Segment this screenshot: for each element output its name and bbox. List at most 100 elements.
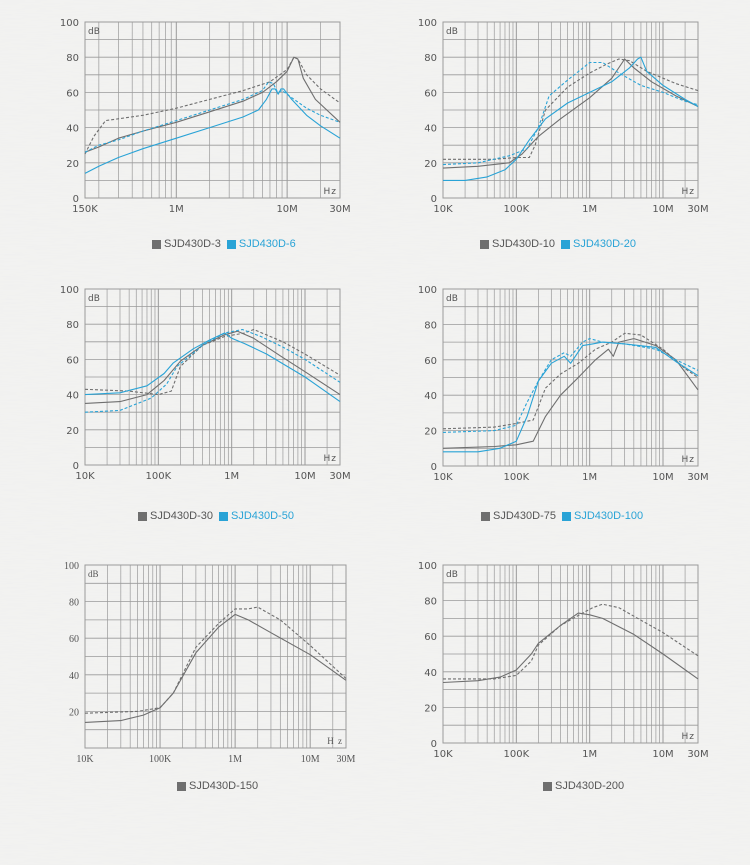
legend-swatch — [543, 781, 552, 791]
y-tick-label: 20 — [424, 159, 437, 170]
x-tick-label: 30M — [687, 472, 708, 483]
y-tick-label: 0 — [73, 194, 79, 205]
x-tick-label: 10M — [652, 204, 673, 215]
series-line-1 — [442, 338, 699, 449]
x-tick-label: 150K — [72, 204, 98, 215]
chart-3: 0 20 40 60 80 100 10K 100K 1M 10M 30M dB Hz — [60, 285, 351, 482]
y-tick-label: 0 — [431, 739, 437, 750]
series-line-1 — [84, 330, 341, 404]
series-line-4 — [84, 328, 341, 413]
x-tick-label: 1M — [228, 754, 242, 765]
chart-5: 20 40 60 80 100 10K 100K 1M 10M 30M dB H z — [64, 561, 356, 765]
y-tick-label: 60 — [424, 88, 437, 99]
x-tick-label: 1M — [169, 204, 184, 215]
x-tick-label: 10M — [276, 204, 297, 215]
x-tick-label: 30M — [329, 471, 350, 482]
x-tick-label: 100K — [504, 204, 530, 215]
x-tick-label: 10K — [76, 754, 94, 765]
y-tick-label: 80 — [66, 53, 79, 64]
legend-swatch — [152, 239, 161, 249]
x-tick-label: 30M — [687, 204, 708, 215]
x-tick-label: 10K — [75, 471, 95, 482]
legend-label: SJD430D-6 — [238, 238, 296, 250]
legend-label: SJD430D-200 — [555, 780, 625, 792]
chart-4: 0 20 40 60 80 100 10K 100K 1M 10M 30M dB Hz — [418, 285, 709, 483]
legend-item: SJD430D-50 — [218, 510, 294, 522]
x-tick-label: 30M — [329, 204, 350, 215]
legend-swatch — [481, 511, 490, 521]
x-tick-label: 10M — [294, 471, 315, 482]
x-axis-label: Hz — [324, 454, 338, 464]
x-tick-label: 10M — [652, 472, 673, 483]
y-axis-label: dB — [446, 27, 458, 37]
chart-legend: SJD430D-150 — [177, 780, 264, 792]
y-tick-label: 100 — [60, 18, 79, 29]
x-tick-label: 10K — [433, 749, 453, 760]
y-axis-label: dB — [88, 27, 100, 37]
y-tick-label: 100 — [60, 285, 79, 296]
y-tick-label: 60 — [424, 356, 437, 367]
series-line-3 — [84, 332, 341, 403]
y-tick-label: 0 — [431, 194, 437, 205]
chart-1: 0 20 40 60 80 100 150K 1M 10M 30M dB Hz — [60, 18, 351, 215]
series-line-2 — [442, 332, 699, 430]
y-tick-label: 60 — [66, 88, 79, 99]
y-tick-label: 100 — [418, 18, 437, 29]
legend-swatch — [561, 511, 571, 521]
y-tick-label: 20 — [69, 707, 79, 718]
y-axis-label: dB — [88, 294, 100, 304]
legend-item: SJD430D-150 — [177, 780, 258, 792]
legend-label: SJD430D-10 — [492, 238, 555, 250]
y-tick-label: 60 — [424, 632, 437, 643]
y-tick-label: 20 — [424, 427, 437, 438]
y-tick-label: 20 — [66, 159, 79, 170]
series-line-3 — [443, 56, 699, 181]
legend-swatch — [226, 239, 236, 249]
x-tick-label: 100K — [504, 472, 530, 483]
y-tick-label: 40 — [424, 124, 437, 135]
y-tick-label: 80 — [424, 53, 437, 64]
series-line-2 — [84, 606, 347, 714]
y-tick-label: 100 — [418, 561, 437, 572]
y-tick-label: 80 — [69, 598, 79, 609]
legend-item: SJD430D-10 — [480, 238, 555, 250]
legend-label: SJD430D-75 — [493, 510, 556, 522]
x-tick-label: 1M — [582, 204, 597, 215]
y-tick-label: 60 — [69, 634, 79, 645]
chart-6: 0 20 40 60 80 100 10K 100K 1M 10M 30M dB Hz — [418, 561, 709, 760]
legend-swatch — [177, 781, 186, 791]
y-tick-label: 20 — [66, 426, 79, 437]
series-line-4 — [442, 61, 699, 166]
series-line-3 — [84, 88, 341, 174]
y-tick-label: 100 — [418, 285, 437, 296]
legend-item: SJD430D-20 — [560, 238, 636, 250]
legend-swatch — [480, 239, 489, 249]
y-tick-label: 80 — [424, 597, 437, 608]
series-line-2 — [84, 328, 341, 396]
grid — [84, 288, 341, 466]
grid — [442, 288, 699, 467]
legend-label: SJD430D-100 — [573, 510, 644, 522]
legend-swatch — [560, 239, 570, 249]
legend-item: SJD430D-75 — [481, 510, 556, 522]
legend-label: SJD430D-50 — [230, 510, 294, 522]
chart-2: 0 20 40 60 80 100 10K 100K 1M 10M 30M dB Hz — [418, 18, 709, 215]
x-tick-label: 10M — [652, 749, 673, 760]
x-tick-label: 100K — [146, 471, 172, 482]
series-line-1 — [84, 56, 341, 153]
y-tick-label: 40 — [424, 391, 437, 402]
x-tick-label: 10K — [433, 472, 453, 483]
grid — [84, 21, 341, 199]
x-tick-label: 10K — [433, 204, 453, 215]
x-tick-label: 30M — [337, 754, 356, 765]
x-tick-label: 30M — [687, 749, 708, 760]
grid — [84, 564, 347, 749]
legend-label: SJD430D-30 — [150, 510, 213, 522]
legend-item: SJD430D-3 — [152, 238, 221, 250]
y-axis-label: dB — [446, 570, 458, 580]
legend-item: SJD430D-100 — [561, 510, 644, 522]
series-line-1 — [84, 613, 347, 723]
y-tick-label: 20 — [424, 703, 437, 714]
y-axis-label: dB — [88, 569, 99, 579]
legend-swatch — [218, 511, 228, 521]
